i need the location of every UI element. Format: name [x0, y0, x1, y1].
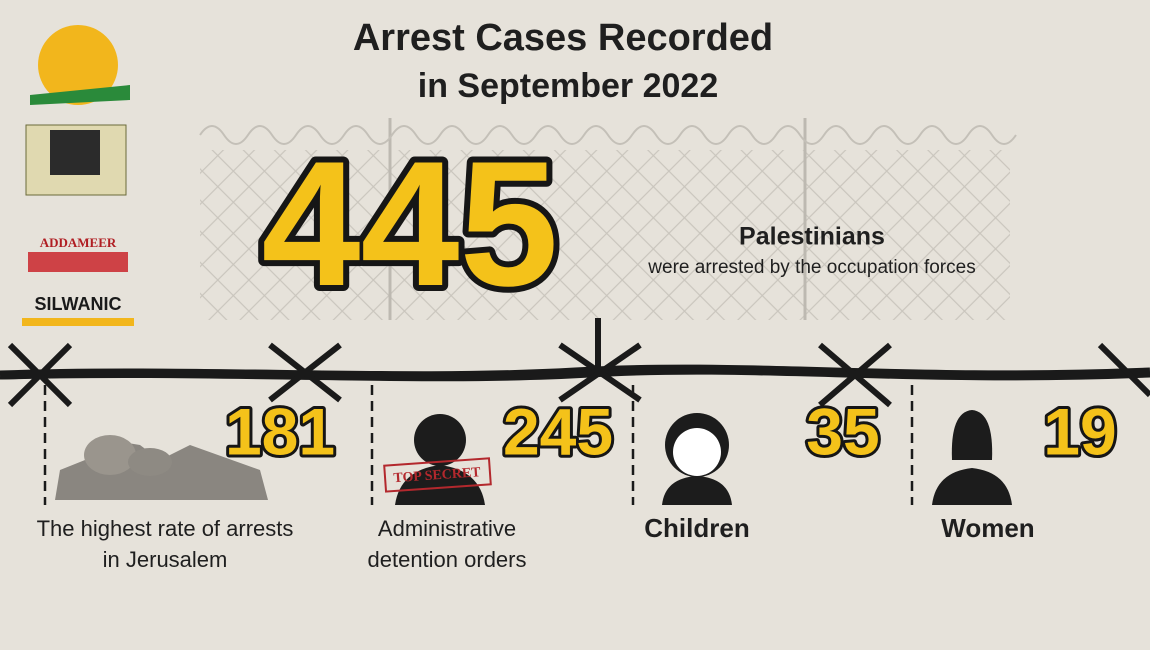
logo-text: SILWANIC [34, 294, 121, 314]
stat-label: Children [644, 513, 749, 543]
stat-number: 19 [1043, 394, 1116, 468]
stats: 181 The highest rate of arrests in Jerusal… [37, 391, 1120, 572]
logo-circle [38, 25, 118, 105]
title-line: in September 2022 [418, 67, 718, 105]
stat-label: The highest rate of arrests [37, 516, 294, 541]
headline-number: 445 [262, 124, 559, 323]
title-line: Arrest Cases Recorded [353, 17, 773, 59]
stat-number: 245 [503, 394, 613, 468]
headline-noun: Palestinians [739, 223, 885, 251]
stat-label: in Jerusalem [103, 547, 228, 572]
stat-label: Administrative [378, 516, 516, 541]
stat-label: detention orders [368, 547, 527, 572]
stat-number: 35 [806, 394, 879, 468]
stamp: TOP SECRET [393, 465, 482, 486]
stat-number: 181 [225, 394, 335, 468]
headline-text: were arrested by the occupation forces [647, 257, 975, 278]
icons: TOP SECRET [55, 410, 1012, 505]
fence [199, 118, 1017, 320]
barbed-wire [0, 318, 1150, 505]
stat-label: Women [941, 513, 1034, 543]
logo-text: ADDAMEER [40, 235, 117, 250]
logos: ADDAMEER SILWANIC [22, 25, 134, 326]
